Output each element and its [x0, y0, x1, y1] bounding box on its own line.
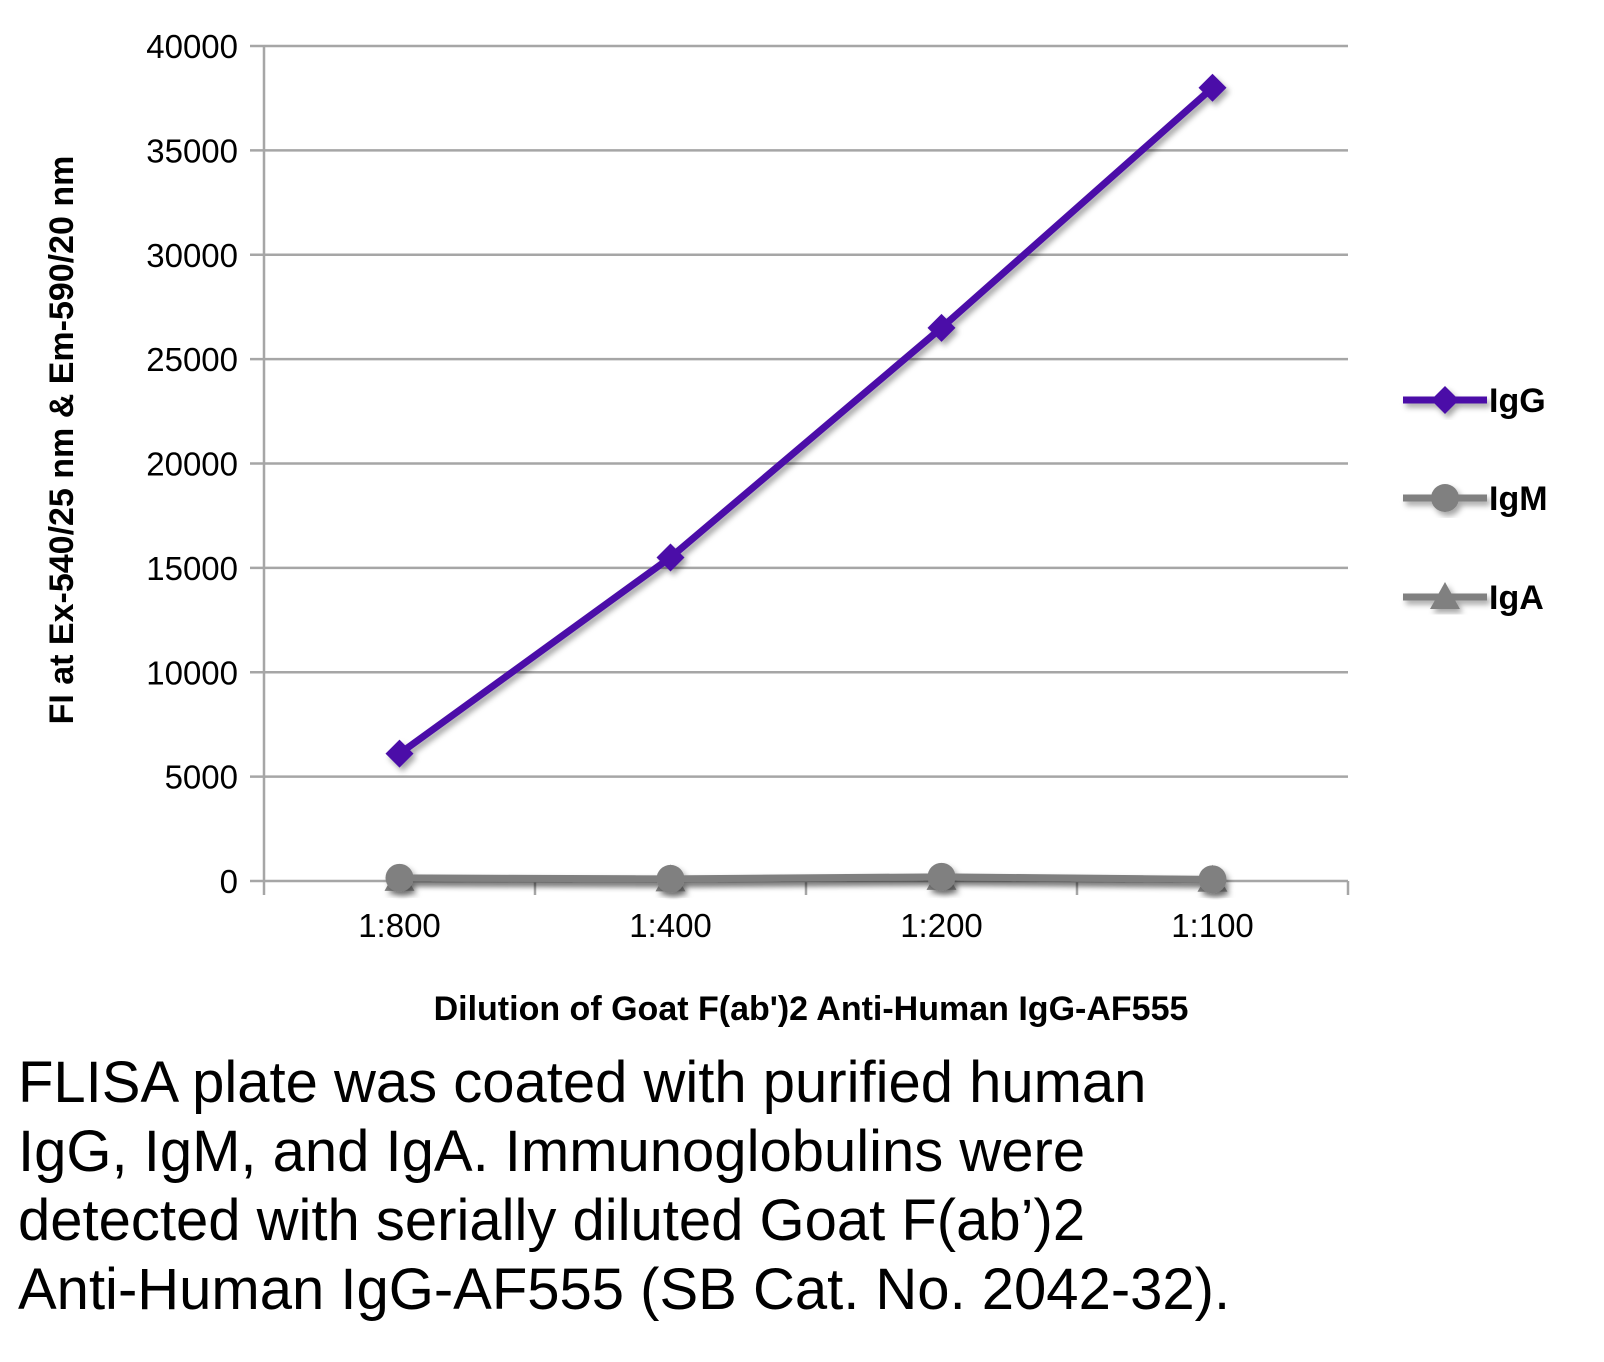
data-point	[656, 864, 685, 893]
data-point	[656, 543, 685, 572]
caption-line: FLISA plate was coated with purified hum…	[18, 1050, 1147, 1115]
legend-label: IgM	[1489, 480, 1548, 518]
figure-caption: FLISA plate was coated with purified hum…	[18, 1048, 1578, 1324]
caption-line: detected with serially diluted Goat F(ab…	[18, 1188, 1086, 1253]
x-tick-labels: 1:800 1:400 1:200 1:100	[358, 907, 1254, 944]
data-point	[385, 739, 414, 768]
axes	[250, 44, 1350, 895]
caption-line: Anti-Human IgG-AF555 (SB Cat. No. 2042-3…	[18, 1257, 1231, 1322]
y-tick-label: 30000	[146, 237, 238, 274]
legend-marker	[1431, 484, 1459, 512]
line-chart: 0 5000 10000 15000 20000 25000 30000 35000 40000…	[43, 28, 1548, 1028]
series-line	[399, 873, 1213, 883]
caption-line: IgG, IgM, and IgA. Immunoglobulins were	[18, 1119, 1086, 1184]
y-tick-label: 10000	[146, 654, 238, 691]
data-point	[1198, 73, 1227, 102]
series-line	[397, 85, 1215, 757]
legend-entry-igm	[1403, 484, 1487, 512]
y-tick-label: 15000	[146, 550, 238, 587]
y-axis-title: FI at Ex-540/25 nm & Em-590/20 nm	[43, 156, 81, 725]
legend-label: IgA	[1489, 579, 1544, 617]
y-tick-labels: 0 5000 10000 15000 20000 25000 30000 35000 40000	[146, 28, 238, 900]
data-point	[927, 313, 956, 342]
legend-marker	[1430, 582, 1460, 609]
series-igm	[385, 862, 1227, 894]
x-tick-label: 1:100	[1171, 907, 1254, 944]
legend-label: IgG	[1489, 382, 1546, 420]
legend-marker	[1431, 386, 1459, 414]
legend-entry-iga	[1403, 582, 1487, 609]
legend-entry-igg	[1403, 386, 1487, 414]
y-tick-label: 40000	[146, 28, 238, 65]
data-point	[1198, 865, 1227, 894]
gridlines	[264, 44, 1348, 778]
data-point	[927, 862, 956, 891]
y-tick-label: 5000	[165, 759, 238, 796]
y-tick-label: 25000	[146, 341, 238, 378]
x-tick-label: 1:200	[900, 907, 983, 944]
data-point	[385, 863, 414, 892]
series	[384, 73, 1228, 894]
y-tick-label: 20000	[146, 446, 238, 483]
x-tick-label: 1:400	[629, 907, 712, 944]
x-axis-title: Dilution of Goat F(ab')2 Anti-Human IgG-…	[434, 990, 1189, 1028]
legend: IgG IgM IgA	[1403, 382, 1548, 617]
y-tick-label: 35000	[146, 132, 238, 169]
y-tick-label: 0	[220, 863, 238, 900]
x-tick-label: 1:800	[358, 907, 441, 944]
series-igg	[385, 73, 1227, 768]
